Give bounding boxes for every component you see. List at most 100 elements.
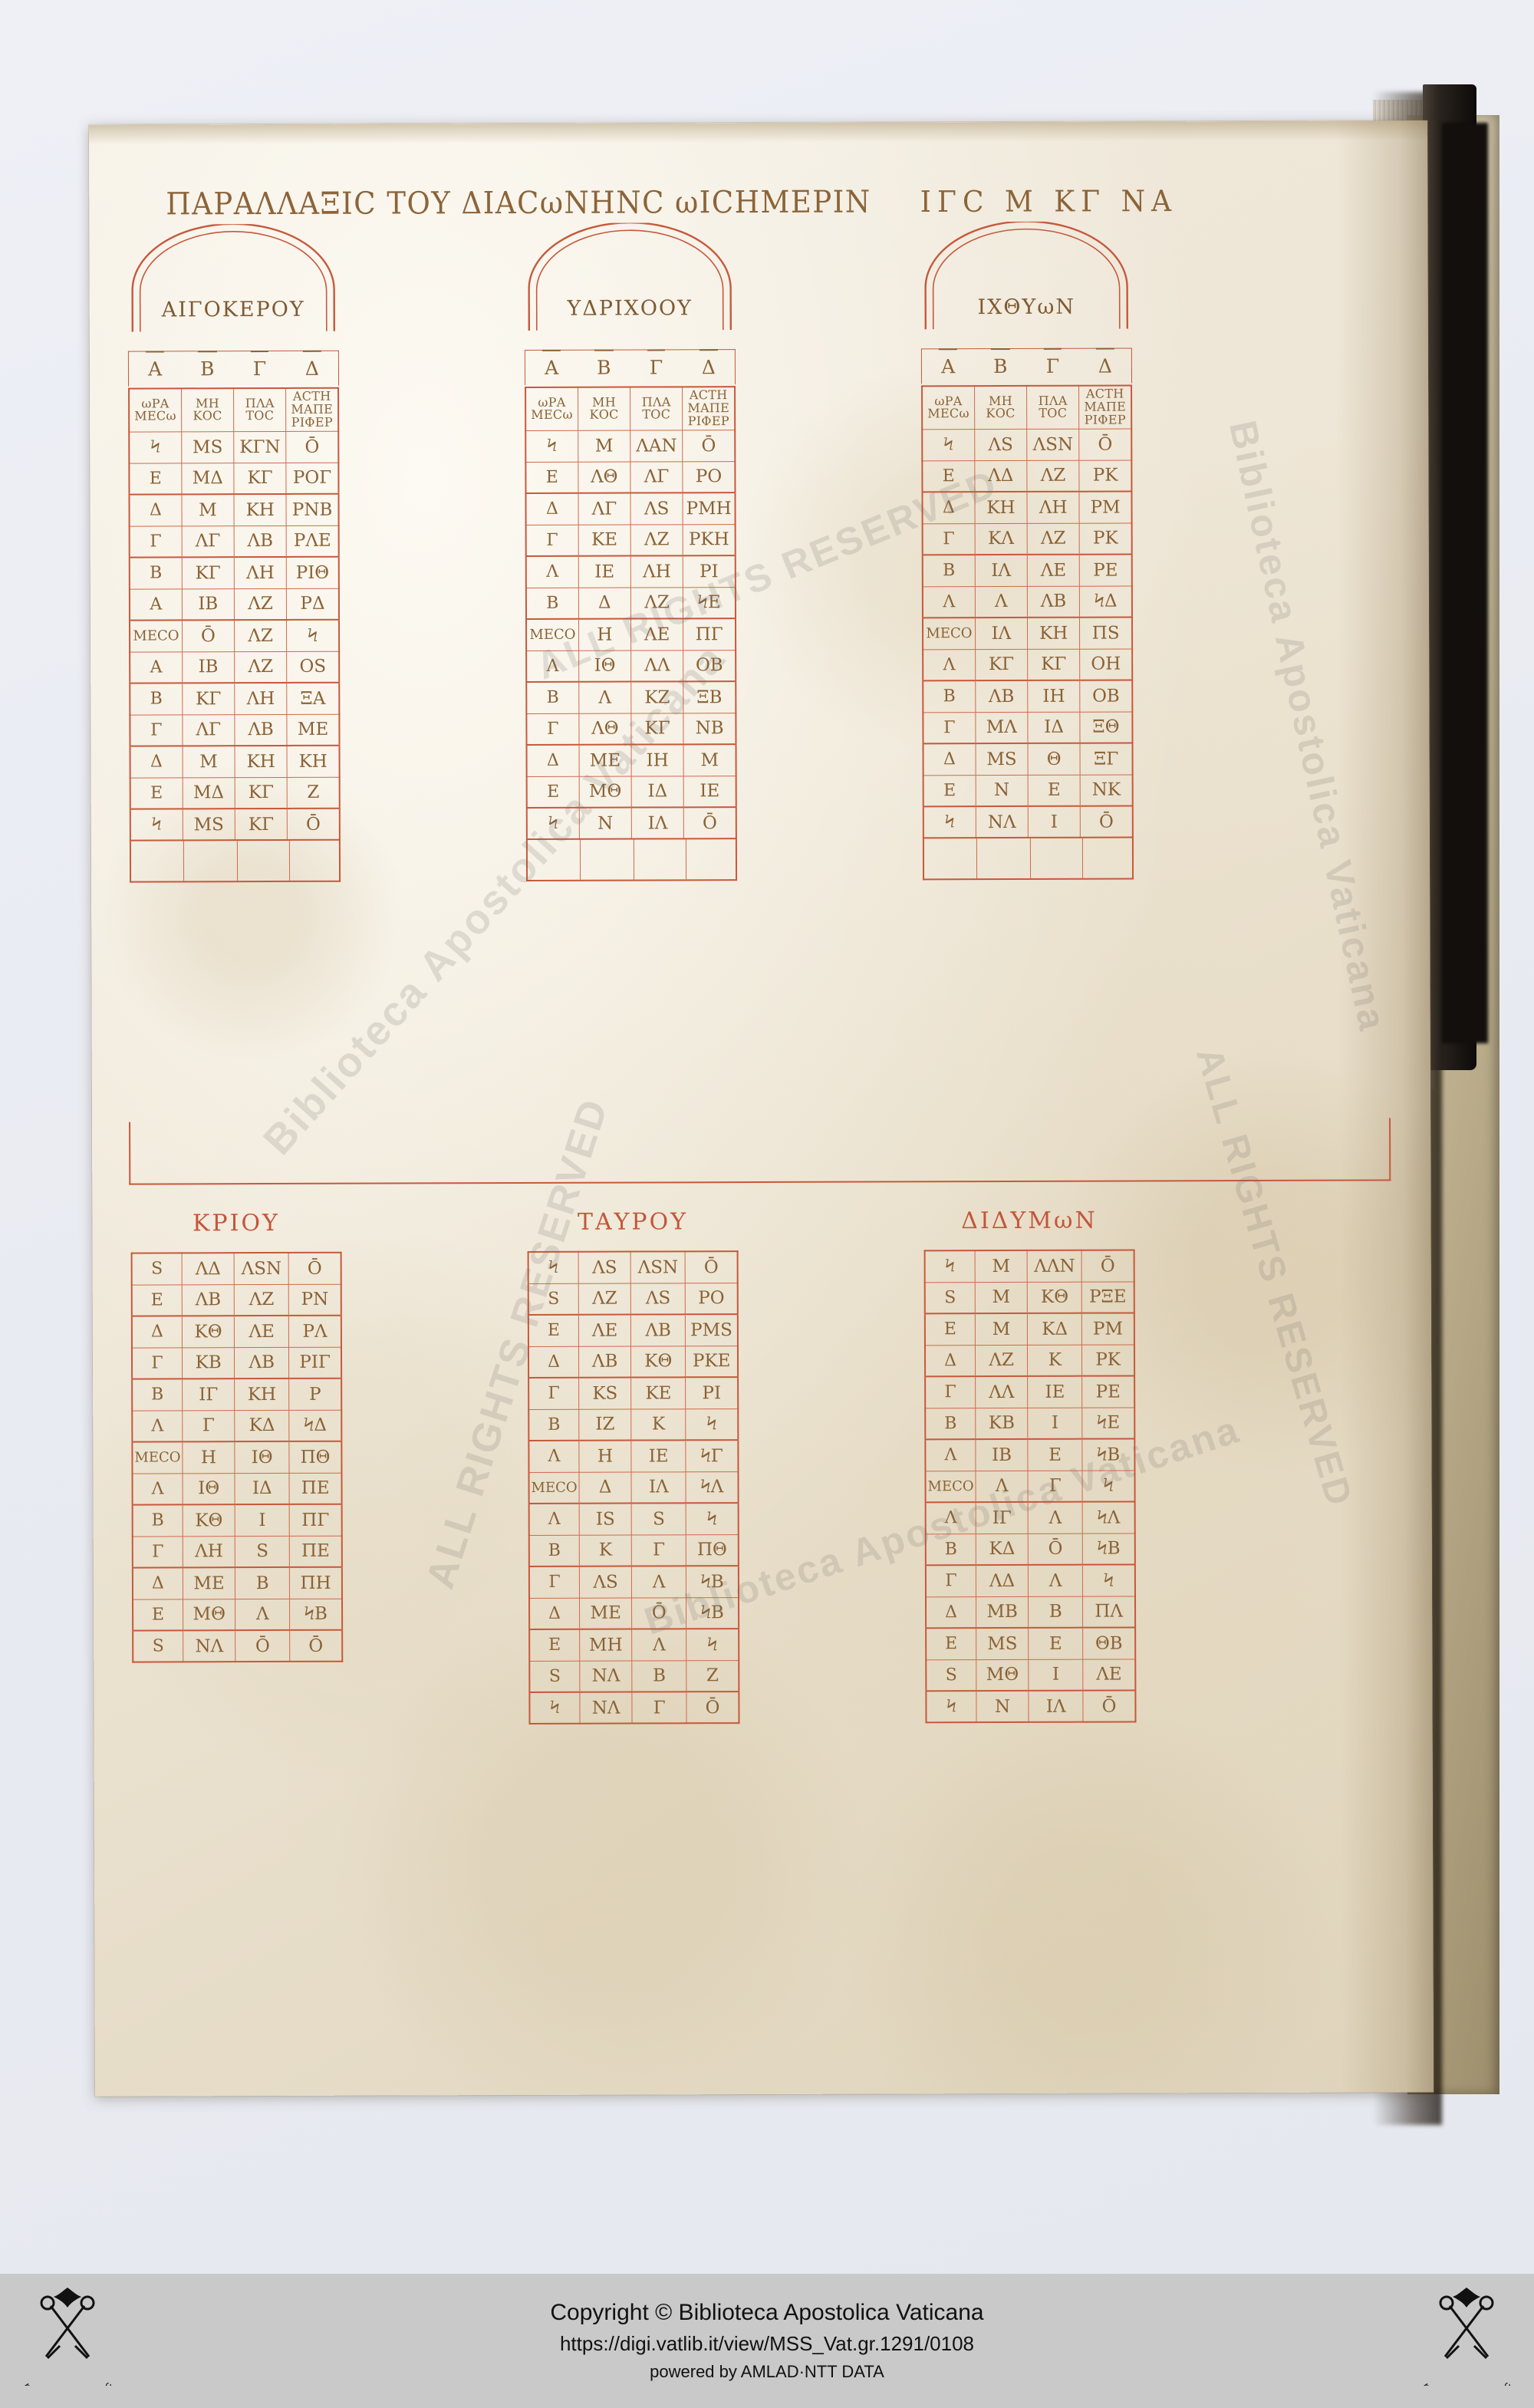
table-cell: Ō [631,1597,686,1629]
table-row: Ϟ Ν ΙΛ Ō [926,1690,1136,1723]
table-cell: Ϟ [686,1629,739,1661]
table-cell: ΙΛ [631,807,684,839]
table-row: Γ ΛΘ ΚΓ ΝΒ [526,713,736,745]
table-cell: Ō [686,1692,739,1724]
row-label-cell: S [528,1283,579,1315]
row-label-cell: Β [130,683,183,715]
tail-rule [976,838,977,879]
table-row: Α ΙΒ ΛΖ ΟS [130,651,340,684]
row-label-cell: Λ [922,586,976,618]
table-aquarius: ωΡΑ ΜΕCω ΜΗ ΚΟC ΠΛΑ ΤΟC ΑCΤΗ ΜΑΠΕ ΡΙΦΕΡ Ϟ Μ ΛΑΝ Ō Ε ΛΘ… [525,386,738,881]
table-cell: ΡΜS [685,1314,738,1346]
row-label-cell: Γ [132,1536,183,1568]
table-cell: Ν [975,774,1029,807]
table-cell: ΡΚ [1079,460,1132,492]
row-label-cell: Ε [526,776,580,808]
table-cell: ϞΛ [1082,1501,1135,1533]
table-tail-frame [922,838,1134,881]
table-cell: Ō [285,430,339,463]
table-row: Δ ΜΒ Β ΠΛ [926,1596,1136,1629]
table-cell: ΠΗ [289,1566,343,1599]
table-cell: ΛΕ [630,618,683,651]
row-label-cell: ΜΕCΟ [132,1441,183,1474]
table-cell: Ō [1083,1690,1136,1722]
table-row: Λ ΙΓ Λ ϞΛ [925,1501,1135,1534]
table-row: Β ΙΛ ΛΕ ΡΕ [922,554,1132,587]
row-label-cell: Λ [132,1473,183,1505]
row-label-cell: Ϟ [526,807,580,839]
table-row: Ϟ ΛS ΛSΝ Ō [528,1251,738,1283]
column-header-line: ΚΟC [986,406,1016,421]
column-header-line: ΚΟC [193,408,222,423]
col-numeral: Β [181,351,233,386]
table-cell: ΛΕ [234,1315,289,1348]
table-cell: ΙΕ [1027,1375,1082,1408]
col-numeral: Α [922,349,974,384]
table-cell: Η [578,618,631,651]
row-label-cell: Ε [529,1629,580,1661]
row-label-cell: Β [925,1533,976,1566]
tail-rule [579,839,581,880]
row-label-cell: S [529,1660,580,1692]
table-cell: ΛΒ [234,713,288,746]
table-row: Ε ΛΒ ΛΖ ΡΝ [131,1283,341,1316]
table-row: Ϟ ΛS ΛSΝ Ō [922,428,1132,461]
column-header-line: ΡΙΦΕΡ [291,414,333,430]
table-row: Λ Γ ΚΔ ϞΔ [132,1409,342,1442]
table-row: Β ΚΔ Ō ϞΒ [925,1533,1135,1566]
table-cell: ΛΖ [578,1283,631,1315]
row-label-cell: ΜΕCΟ [925,1471,976,1503]
table-cell: Η [182,1441,235,1474]
table-cell: ΙΗ [1027,680,1081,712]
upper-section-baseline [129,1118,1391,1185]
table-cell: ΜΘ [183,1599,235,1631]
table-cell: ΚΓ [181,557,235,589]
table-cell: ΝΛ [579,1692,633,1724]
row-label-cell: ΜΕCΟ [129,620,183,652]
column-header: ΠΛΑ ΤΟC [1026,385,1079,429]
table-row: Γ ΜΛ ΙΔ ΞΘ [923,711,1133,744]
column-numeral-rows: Α Β Γ Δ Α Β Γ Δ Α Β Γ Δ [127,347,1386,387]
row-label-cell: Ε [528,1314,579,1346]
table-cell: ΙΔ [631,776,684,808]
table-cell: ΛSΝ [234,1252,289,1285]
table-cell: ΛΗ [1026,491,1080,523]
table-row: Ε ΜΘ Λ ϞΒ [133,1598,343,1631]
row-label-cell: Γ [526,713,579,745]
tail-rule [183,841,184,881]
table-cell: Γ [182,1410,235,1442]
table-cell: ϞΒ [686,1566,739,1598]
folio-right-shading [1335,120,1434,2093]
table-row: Β ΙΖ Κ Ϟ [528,1408,739,1441]
table-row: Γ ΚΕ ΛΖ ΡΚΗ [525,524,736,556]
table-cell: ϞΔ [1079,585,1132,618]
table-cell: ΜΕ [578,744,632,776]
table-cell: ϞΔ [288,1409,342,1441]
table-row: S ΛΔ ΛSΝ Ō [131,1252,341,1285]
vatican-seal-left: BIBLIOTECA APOSTOLICA VATICANA [18,2286,117,2393]
table-cell: ΞΒ [683,681,736,713]
table-row: Λ ΚΓ ΚΓ ΟΗ [923,648,1133,681]
table-cell: ΚΗ [234,1378,289,1411]
row-label-cell: Γ [528,1377,579,1409]
table-cell: ΡΙΘ [286,556,339,588]
col-numeral: Γ [1026,349,1078,384]
row-label-cell: Ε [922,460,975,492]
source-url[interactable]: https://digi.vatlib.it/view/MSS_Vat.gr.1… [559,2332,975,2355]
table-cell: ΛΒ [975,680,1028,713]
row-label-cell: Δ [924,1345,976,1377]
table-row: Γ ΚS ΚΕ ΡΙ [528,1377,739,1409]
table-cell: ΚΓ [235,776,288,809]
table-row: Β ΚΓ ΛΗ ΡΙΘ [129,556,339,589]
row-label-cell: Ϟ [922,429,975,461]
table-row: Δ Μ ΚΗ ΡΝΒ [129,493,339,526]
arch-capricorn: ΑΙΓΟΚΕΡΟΥ [127,223,339,367]
column-header-line: ΜΕCω [134,408,176,423]
table-cell: ΡΜ [1079,491,1132,523]
table-cell: ΚΒ [182,1347,235,1379]
table-cell: ΚΕ [630,1377,686,1409]
table-cell: ΠΓ [683,618,736,651]
table-cell: ΙΕ [631,1440,686,1472]
table-cell: Ι [1028,805,1081,838]
table-row: Δ ΛΖ Κ ΡΚ [924,1344,1135,1377]
